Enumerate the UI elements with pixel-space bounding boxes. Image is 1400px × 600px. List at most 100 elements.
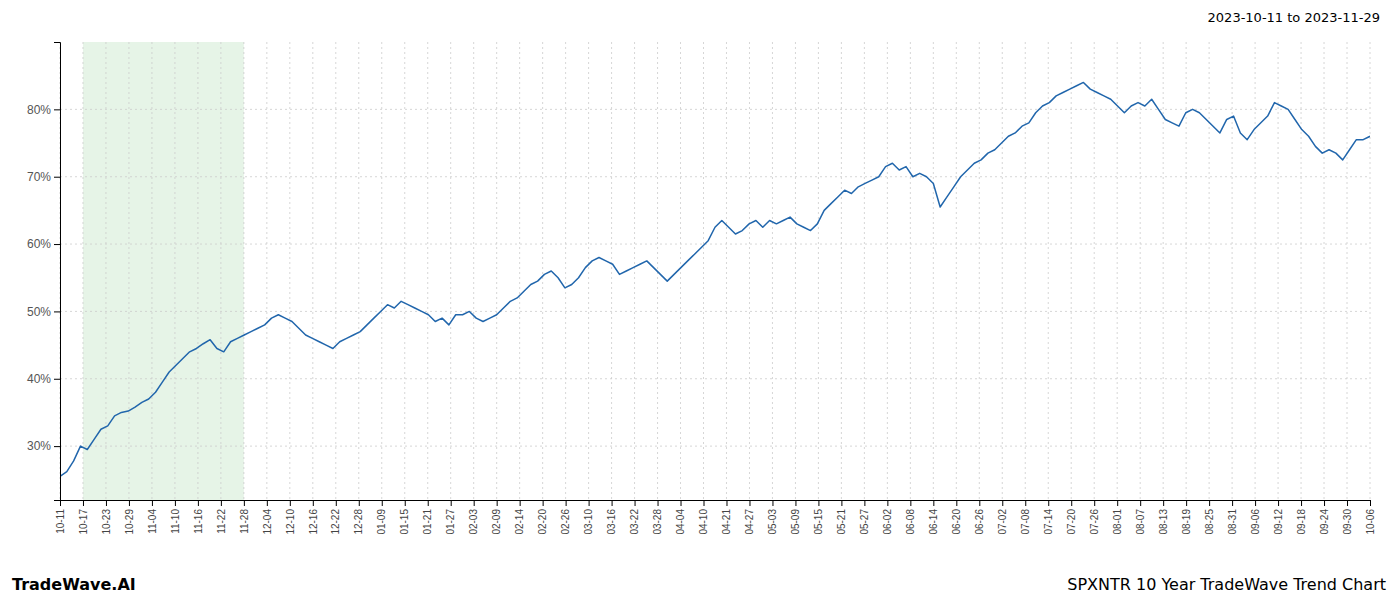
title: 2023-10-11 to 2023-11-29 bbox=[1208, 10, 1380, 25]
x-tick: 01-09 bbox=[376, 500, 387, 535]
x-tick: 06-26 bbox=[974, 500, 985, 535]
x-tick-label: 09-30 bbox=[1342, 509, 1353, 535]
x-tick: 09-12 bbox=[1273, 500, 1284, 535]
x-tick-label: 08-07 bbox=[1135, 509, 1146, 535]
x-tick: 04-27 bbox=[744, 500, 755, 535]
x-tick: 07-08 bbox=[1020, 500, 1031, 535]
x-tick-label: 01-27 bbox=[445, 509, 456, 535]
x-grid-line bbox=[427, 42, 428, 500]
x-grid-line bbox=[887, 42, 888, 500]
x-tick: 08-19 bbox=[1181, 500, 1192, 535]
x-grid-line bbox=[1209, 42, 1210, 500]
x-grid-line bbox=[956, 42, 957, 500]
x-grid-line bbox=[1301, 42, 1302, 500]
x-tick-label: 10-17 bbox=[78, 509, 89, 535]
x-tick: 03-28 bbox=[652, 500, 663, 535]
x-tick-label: 12-28 bbox=[353, 509, 364, 535]
x-tick-mark bbox=[589, 500, 590, 506]
x-tick: 07-26 bbox=[1089, 500, 1100, 535]
x-grid-line bbox=[680, 42, 681, 500]
x-tick-mark bbox=[956, 500, 957, 506]
y-tick: 40% bbox=[27, 372, 60, 386]
x-tick: 12-22 bbox=[330, 500, 341, 535]
y-axis-line bbox=[54, 43, 61, 501]
x-tick: 09-30 bbox=[1342, 500, 1353, 535]
x-tick-mark bbox=[841, 500, 842, 506]
x-tick-mark bbox=[175, 500, 176, 506]
x-tick-label: 05-03 bbox=[767, 509, 778, 535]
x-tick: 07-20 bbox=[1066, 500, 1077, 535]
x-tick-label: 11-04 bbox=[147, 509, 158, 534]
x-grid-line bbox=[864, 42, 865, 500]
annotation: SPXNTR 10 Year TradeWave Trend Chart bbox=[1067, 575, 1386, 594]
x-tick: 12-16 bbox=[308, 500, 319, 535]
x-tick-mark bbox=[795, 500, 796, 506]
x-tick: 10-06 bbox=[1365, 500, 1376, 535]
x-grid-line bbox=[1347, 42, 1348, 500]
x-tick-label: 12-04 bbox=[262, 509, 273, 535]
x-tick-label: 07-20 bbox=[1066, 509, 1077, 535]
x-tick-mark bbox=[726, 500, 727, 506]
x-tick-label: 03-22 bbox=[629, 509, 640, 535]
x-tick-mark bbox=[1347, 500, 1348, 506]
x-tick-label: 02-03 bbox=[468, 509, 479, 535]
x-tick-label: 09-24 bbox=[1319, 509, 1330, 535]
x-tick-mark bbox=[658, 500, 659, 506]
y-tick-label: 70% bbox=[27, 170, 51, 184]
x-grid-line bbox=[197, 42, 198, 500]
x-tick-label: 08-13 bbox=[1158, 509, 1169, 535]
x-tick: 01-15 bbox=[399, 500, 410, 535]
x-tick: 05-21 bbox=[836, 500, 847, 535]
x-tick: 05-15 bbox=[813, 500, 824, 535]
x-grid-line bbox=[174, 42, 175, 500]
x-tick: 01-21 bbox=[422, 500, 433, 535]
x-tick-label: 05-15 bbox=[813, 509, 824, 535]
x-tick-label: 08-31 bbox=[1227, 509, 1238, 535]
x-tick-mark bbox=[497, 500, 498, 506]
x-tick-label: 06-14 bbox=[928, 509, 939, 535]
x-tick-label: 01-15 bbox=[399, 509, 410, 535]
x-grid-line bbox=[1071, 42, 1072, 500]
x-grid-line bbox=[473, 42, 474, 500]
x-tick: 08-01 bbox=[1112, 500, 1123, 535]
x-grid-line bbox=[1370, 42, 1371, 500]
x-tick-mark bbox=[474, 500, 475, 506]
x-grid-line bbox=[496, 42, 497, 500]
x-tick: 06-14 bbox=[928, 500, 939, 535]
x-grid-line bbox=[381, 42, 382, 500]
x-tick-mark bbox=[1048, 500, 1049, 506]
x-tick-mark bbox=[1117, 500, 1118, 506]
x-tick-label: 11-10 bbox=[170, 509, 181, 534]
x-tick: 02-20 bbox=[537, 500, 548, 535]
y-grid-line bbox=[60, 109, 1370, 110]
x-tick: 08-07 bbox=[1135, 500, 1146, 535]
x-tick-label: 10-29 bbox=[124, 509, 135, 535]
x-tick: 10-23 bbox=[101, 500, 112, 535]
x-tick: 11-28 bbox=[239, 500, 250, 534]
x-tick-mark bbox=[1324, 500, 1325, 506]
x-grid-line bbox=[266, 42, 267, 500]
x-tick-mark bbox=[198, 500, 199, 506]
x-tick: 06-20 bbox=[951, 500, 962, 535]
x-tick-mark bbox=[1209, 500, 1210, 506]
x-grid-line bbox=[243, 42, 244, 500]
x-grid-line bbox=[634, 42, 635, 500]
y-grid-line bbox=[60, 176, 1370, 177]
x-tick-label: 10-06 bbox=[1365, 509, 1376, 535]
x-grid-line bbox=[795, 42, 796, 500]
chart: 10-1110-1710-2310-2911-0411-1011-1611-22… bbox=[0, 0, 1400, 600]
series bbox=[60, 82, 1370, 476]
x-tick-mark bbox=[152, 500, 153, 506]
x-tick: 11-16 bbox=[193, 500, 204, 534]
x-tick-label: 11-28 bbox=[239, 509, 250, 534]
x-tick-mark bbox=[359, 500, 360, 506]
x-tick-label: 07-02 bbox=[997, 509, 1008, 535]
x-grid-line bbox=[151, 42, 152, 500]
x-tick-mark bbox=[818, 500, 819, 506]
x-tick: 09-18 bbox=[1296, 500, 1307, 535]
x-grid-line bbox=[1140, 42, 1141, 500]
x-tick-label: 03-10 bbox=[583, 509, 594, 535]
y-tick-mark bbox=[54, 177, 60, 178]
x-tick: 09-24 bbox=[1319, 500, 1330, 535]
y-tick-label: 30% bbox=[27, 439, 51, 453]
